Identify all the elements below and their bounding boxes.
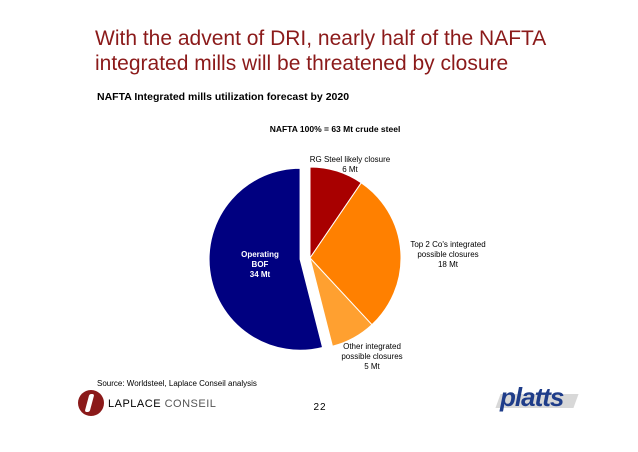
slice-label-operating-line2: BOF	[251, 260, 269, 269]
platts-logo: platts	[495, 382, 580, 416]
slice-label-other-value: 5 Mt	[364, 362, 380, 371]
slice-label-rg-steel: RG Steel likely closure 6 Mt	[300, 155, 400, 175]
platts-wordmark: platts	[500, 382, 564, 412]
laplace-wordmark-sub: CONSEIL	[164, 398, 217, 410]
headline-line-2: integrated mills will be threatened by c…	[95, 52, 509, 75]
slice-label-rg-steel-value: 6 Mt	[342, 165, 358, 174]
page-number: 22	[313, 402, 327, 413]
pie-slice-2	[309, 257, 373, 347]
laplace-logo: LAPLACE CONSEIL	[78, 390, 216, 420]
slice-label-operating-line1: Operating	[241, 250, 279, 259]
slice-label-operating-value: 34 Mt	[249, 270, 271, 279]
slice-label-other: Other integrated possible closures 5 Mt	[322, 342, 422, 372]
slice-label-rg-steel-name: RG Steel likely closure	[309, 155, 391, 164]
source-note: Source: Worldsteel, Laplace Conseil anal…	[97, 379, 257, 388]
slice-label-other-line2: possible closures	[341, 352, 403, 361]
chart-title: NAFTA 100% = 63 Mt crude steel	[269, 124, 401, 134]
slide-subtitle: NAFTA Integrated mills utilization forec…	[97, 91, 350, 103]
slice-label-other-line1: Other integrated	[343, 342, 401, 351]
slide-headline: With the advent of DRI, nearly half of t…	[95, 26, 595, 76]
slice-label-top2-line2: possible closures	[417, 250, 479, 259]
slice-label-top2-value: 18 Mt	[437, 260, 458, 269]
slice-label-top2-line1: Top 2 Co's integrated	[410, 240, 486, 249]
slice-label-operating: Operating BOF 34 Mt	[230, 250, 290, 280]
laplace-wordmark-main: LAPLACE	[108, 398, 162, 410]
laplace-mark-icon	[78, 390, 104, 416]
pie-slice-1	[309, 182, 402, 326]
laplace-wordmark: LAPLACE CONSEIL	[108, 398, 216, 410]
headline-line-1: With the advent of DRI, nearly half of t…	[95, 27, 547, 50]
slice-label-top2: Top 2 Co's integrated possible closures …	[393, 240, 503, 270]
pie-slice-3	[208, 167, 324, 351]
